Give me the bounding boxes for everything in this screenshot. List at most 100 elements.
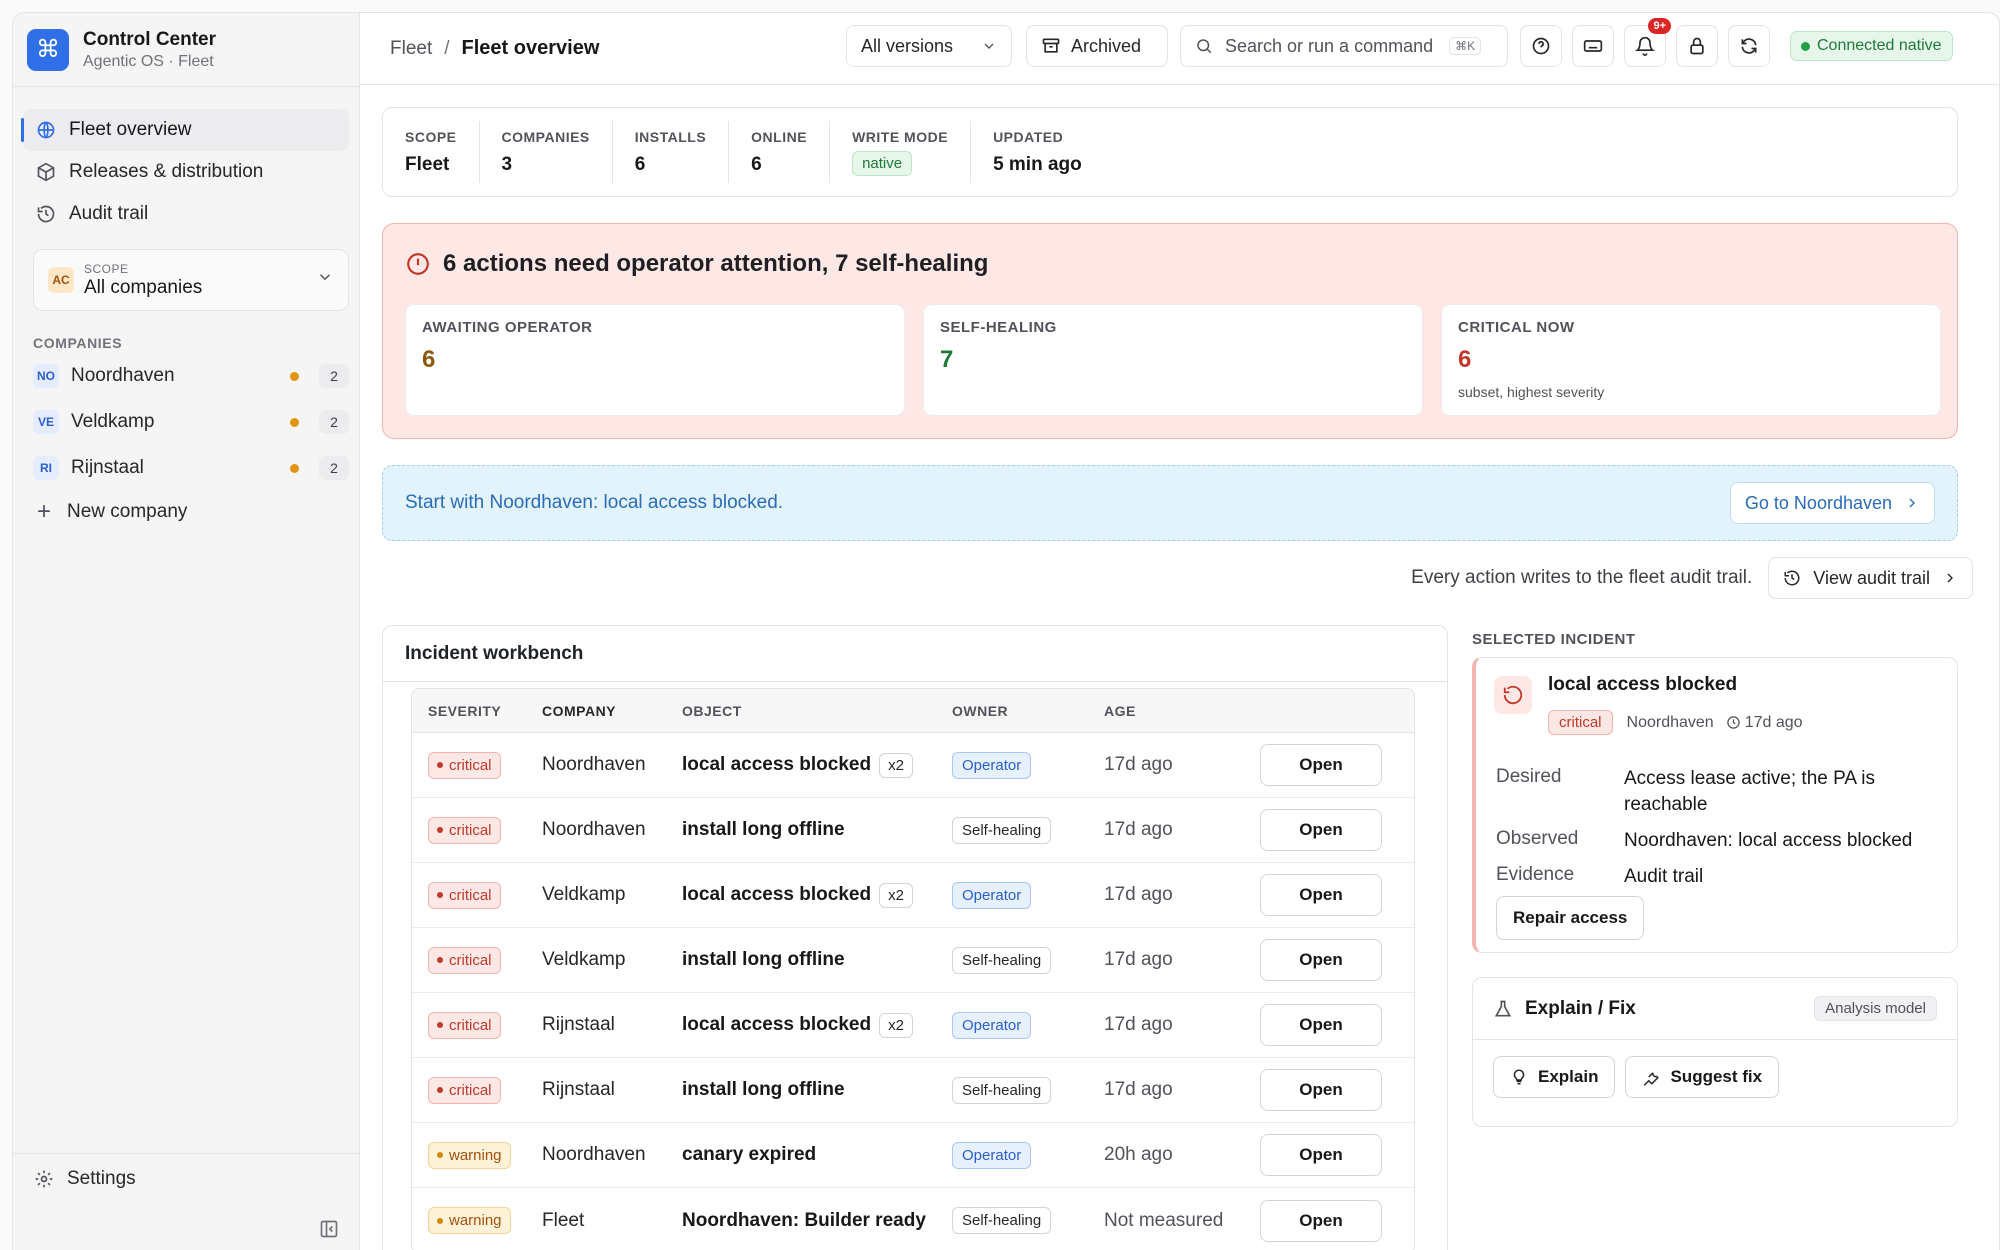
open-button[interactable]: Open [1260,1004,1382,1046]
refresh-icon [1739,36,1759,56]
company-badge: VE [33,410,59,434]
audit-text: Every action writes to the fleet audit t… [1411,567,1753,588]
table-row[interactable]: warning Noordhaven canary expired Operat… [412,1123,1414,1188]
explain-fix-actions: Explain Suggest fix [1493,1056,1789,1098]
stat-label: ONLINE [751,128,808,145]
table-row[interactable]: critical Noordhaven local access blocked… [412,733,1414,798]
severity-badge: warning [428,1141,511,1169]
search-shortcut: ⌘K [1449,37,1482,55]
detail-value: Noordhaven: local access blocked [1624,830,1913,851]
selected-incident-meta: critical Noordhaven 17d ago [1548,710,1803,735]
open-button[interactable]: Open [1260,1134,1382,1176]
stat-label: SCOPE [405,128,457,145]
scope-value: All companies [84,276,203,298]
suggest-fix-button[interactable]: Suggest fix [1625,1056,1780,1098]
stat-value: 6 [634,153,646,175]
explain-fix-header: Explain / Fix Analysis model [1473,978,1957,1040]
company-name: Veldkamp [71,411,155,432]
stat-label: COMPANIES [501,128,590,145]
table-row[interactable]: critical Rijnstaal install long offline … [412,1058,1414,1123]
lock-icon [1687,36,1707,56]
plus-icon: + [36,498,51,525]
severity-badge: critical [428,1011,501,1039]
stat-write-mode: WRITE MODE native [852,121,972,183]
lock-button[interactable] [1676,25,1718,67]
company-count: 2 [319,456,349,480]
breadcrumb-root[interactable]: Fleet [390,37,433,59]
owner-badge: Self-healing [952,1207,1052,1234]
row-company: Veldkamp [542,949,626,970]
open-button[interactable]: Open [1260,874,1382,916]
incident-workbench: Incident workbench SEVERITY COMPANY OBJE… [382,625,1448,1250]
column-header: COMPANY [542,702,617,719]
company-item-rijnstaal[interactable]: RI Rijnstaal 2 [33,447,349,489]
alert-card-value: 6 [422,346,436,373]
view-audit-trail-button[interactable]: View audit trail [1768,557,1973,599]
column-header: OBJECT [682,702,742,719]
command-search-input[interactable]: Search or run a command ⌘K [1180,25,1508,67]
stat-value: 5 min ago [993,153,1082,175]
nav-item-releases[interactable]: Releases & distribution [23,151,349,193]
chevron-right-icon [1904,495,1920,511]
nav-item-audit-trail[interactable]: Audit trail [23,193,349,235]
open-button[interactable]: Open [1260,939,1382,981]
owner-badge: Self-healing [952,946,1052,974]
workbench-title: Incident workbench [383,626,1447,682]
explain-fix-title: Explain / Fix [1525,997,1636,1019]
explain-button[interactable]: Explain [1493,1056,1616,1098]
company-count: 2 [319,410,349,434]
connection-status-badge: Connected native [1790,31,1953,61]
open-button[interactable]: Open [1260,1069,1382,1111]
stat-value: Fleet [405,153,450,175]
detail-value[interactable]: Audit trail [1624,866,1704,887]
new-company-button[interactable]: + New company [33,491,349,533]
bell-icon [1635,36,1655,56]
connection-dot [1801,41,1810,51]
table-row[interactable]: warning Fleet Noordhaven: Builder ready … [412,1188,1414,1250]
row-company: Noordhaven [542,754,646,775]
help-button[interactable] [1520,25,1562,67]
row-object: install long offline [682,1079,845,1100]
package-icon [35,161,57,183]
open-button[interactable]: Open [1260,1199,1382,1242]
scope-badge: AC [48,267,74,293]
company-item-noordhaven[interactable]: NO Noordhaven 2 [33,355,349,397]
breadcrumb-separator: / [444,37,450,59]
command-icon: ⌘ [27,28,69,71]
nav-item-fleet-overview[interactable]: Fleet overview [21,109,349,151]
company-name: Rijnstaal [71,457,144,478]
keyboard-shortcuts-button[interactable] [1572,25,1614,67]
table-row[interactable]: critical Veldkamp local access blocked x2… [412,863,1414,928]
brand[interactable]: ⌘ Control Center Agentic OS · Fleet [13,13,359,87]
notifications-badge: 9+ [1648,18,1671,34]
refresh-button[interactable] [1728,25,1770,67]
stat-updated: UPDATED 5 min ago [993,121,1104,183]
versions-value: All versions [861,35,954,56]
table-row[interactable]: critical Noordhaven install long offline… [412,798,1414,863]
go-to-company-button[interactable]: Go to Noordhaven [1729,482,1935,524]
settings-button[interactable]: Settings [13,1153,359,1204]
fleet-stats-card: SCOPE Fleet COMPANIES 3 INSTALLS 6 ONLIN… [382,107,1958,197]
sidebar-collapse-icon[interactable] [319,1219,339,1245]
detail-key: Evidence [1496,864,1575,885]
company-item-veldkamp[interactable]: VE Veldkamp 2 [33,401,349,443]
versions-select[interactable]: All versions [846,25,1012,67]
awaiting-operator-card: AWAITING OPERATOR 6 [405,304,905,416]
severity-badge: warning [428,1207,511,1234]
scope-label: SCOPE [84,261,129,276]
gear-icon [33,1168,55,1190]
archived-button[interactable]: Archived [1026,25,1168,67]
history-icon [35,203,57,225]
notifications-button[interactable]: 9+ [1624,18,1671,67]
column-header: OWNER [952,702,1009,719]
open-button[interactable]: Open [1260,744,1382,786]
row-object: local access blocked x2 [682,882,952,908]
explain-fix-panel: Explain / Fix Analysis model Explain Sug… [1472,977,1958,1127]
open-button[interactable]: Open [1260,809,1382,851]
detail-value: Access lease active; the PA is reachable [1624,768,1875,815]
repair-access-button[interactable]: Repair access [1496,896,1645,940]
table-row[interactable]: critical Veldkamp install long offline S… [412,928,1414,993]
table-row[interactable]: critical Rijnstaal local access blocked x… [412,993,1414,1058]
scope-selector[interactable]: AC SCOPE All companies [33,249,349,311]
alert-card-sub: subset, highest severity [1458,384,1605,400]
